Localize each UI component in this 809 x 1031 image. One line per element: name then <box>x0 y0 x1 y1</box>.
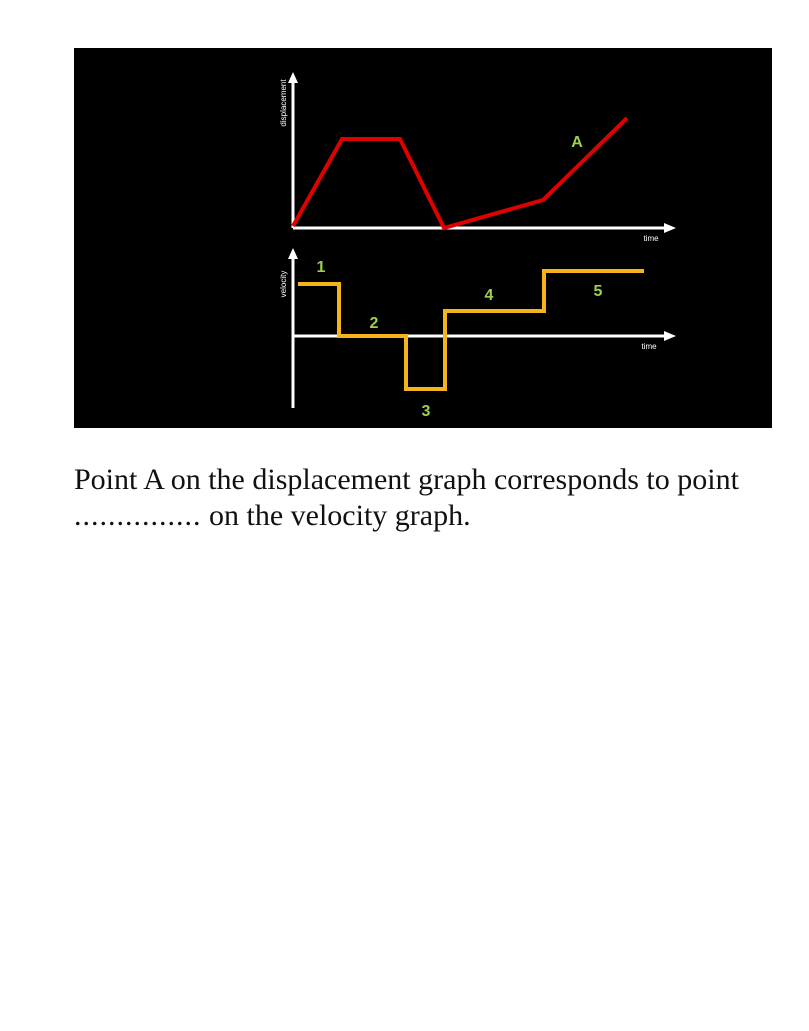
displacement-x-label: time <box>643 234 659 243</box>
velocity-y-arrow-icon <box>288 248 298 259</box>
velocity-line <box>298 269 644 391</box>
graphs-svg: displacement time A velocity time 1 2 3 … <box>279 72 676 420</box>
displacement-x-arrow-icon <box>664 223 676 233</box>
question-text: Point A on the displacement graph corres… <box>74 462 784 534</box>
displacement-y-label: displacement <box>279 79 288 127</box>
segment-1-label: 1 <box>317 259 326 276</box>
displacement-graph: displacement time A <box>279 72 676 243</box>
displacement-line <box>291 116 629 231</box>
graphs-figure: displacement time A velocity time 1 2 3 … <box>74 48 772 428</box>
point-a-label: A <box>571 134 583 151</box>
velocity-x-label: time <box>641 342 657 351</box>
velocity-graph: velocity time 1 2 3 4 5 <box>279 248 676 420</box>
segment-3-label: 3 <box>422 403 431 420</box>
segment-5-label: 5 <box>594 283 603 300</box>
velocity-y-label: velocity <box>279 271 288 298</box>
segment-2-label: 2 <box>370 315 379 332</box>
answer-blank: ............... <box>74 499 202 532</box>
question-line-2: on the velocity graph. <box>201 499 471 532</box>
displacement-y-arrow-icon <box>288 72 298 83</box>
segment-4-label: 4 <box>485 287 494 304</box>
question-line-1: Point A on the displacement graph corres… <box>74 463 739 496</box>
velocity-x-arrow-icon <box>664 331 676 341</box>
